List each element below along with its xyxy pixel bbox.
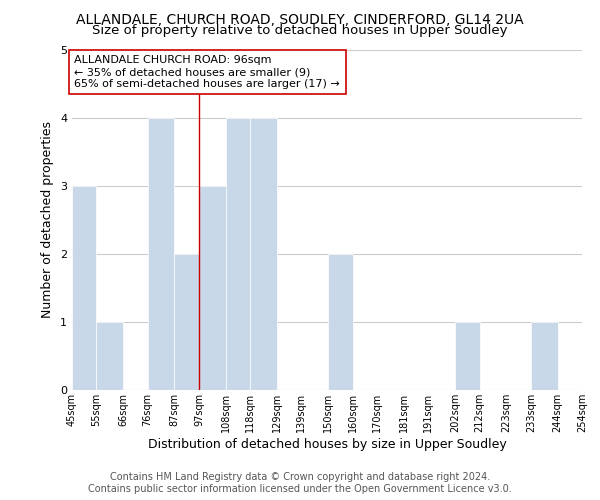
Bar (455, 322, 479, 390)
Bar (226, 118, 250, 390)
Bar (148, 118, 175, 390)
Bar (72, 186, 97, 390)
Bar (175, 254, 199, 390)
Text: ALLANDALE CHURCH ROAD: 96sqm
← 35% of detached houses are smaller (9)
65% of sem: ALLANDALE CHURCH ROAD: 96sqm ← 35% of de… (74, 56, 340, 88)
Bar (97, 322, 123, 390)
Bar (582, 322, 600, 390)
Text: Size of property relative to detached houses in Upper Soudley: Size of property relative to detached ho… (92, 24, 508, 37)
Bar (531, 322, 557, 390)
Text: ALLANDALE, CHURCH ROAD, SOUDLEY, CINDERFORD, GL14 2UA: ALLANDALE, CHURCH ROAD, SOUDLEY, CINDERF… (76, 12, 524, 26)
Bar (250, 118, 277, 390)
X-axis label: Distribution of detached houses by size in Upper Soudley: Distribution of detached houses by size … (148, 438, 506, 450)
Text: Contains HM Land Registry data © Crown copyright and database right 2024.
Contai: Contains HM Land Registry data © Crown c… (88, 472, 512, 494)
Bar (328, 254, 353, 390)
Y-axis label: Number of detached properties: Number of detached properties (41, 122, 55, 318)
Bar (199, 186, 226, 390)
